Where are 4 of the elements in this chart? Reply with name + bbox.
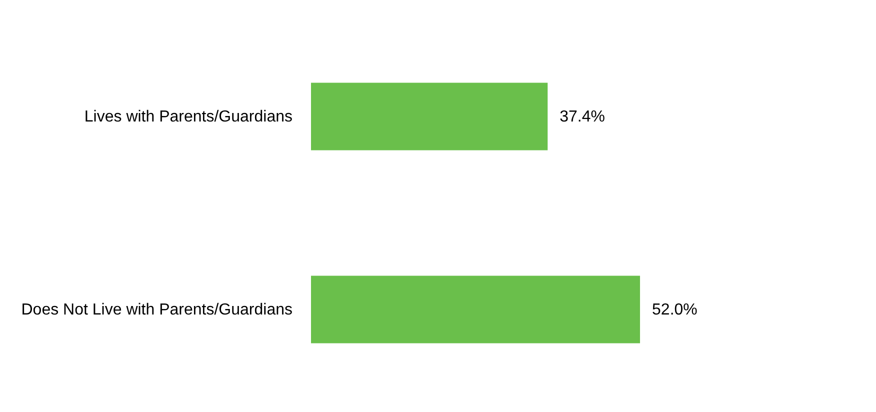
- y-tick-label: Does Not Live with Parents/Guardians: [21, 302, 292, 318]
- data-label: 52.0%: [652, 302, 698, 318]
- data-label: 37.4%: [560, 108, 606, 126]
- y-tick-label: Lives with Parents/Guardians: [84, 108, 292, 126]
